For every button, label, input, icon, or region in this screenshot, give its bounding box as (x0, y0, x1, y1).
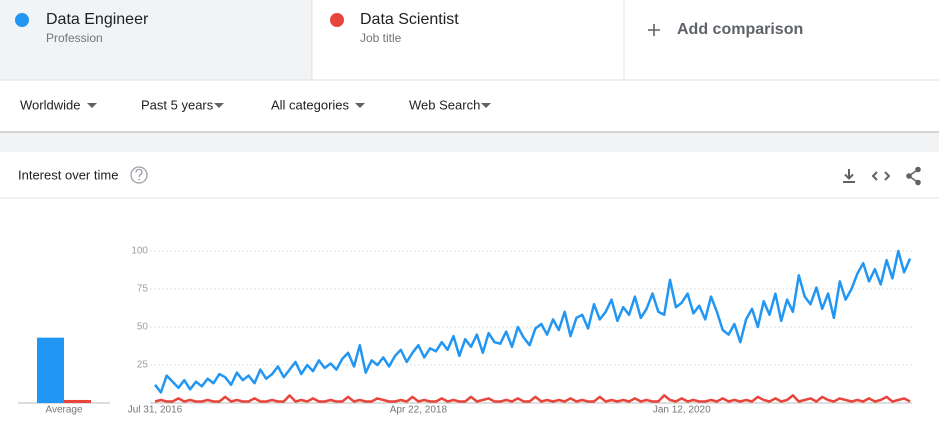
term-type: Profession (46, 31, 103, 45)
share-icon (906, 173, 912, 179)
y-tick-label: 75 (137, 284, 149, 295)
filter[interactable]: Past 5 years (141, 97, 214, 112)
average-label: Average (45, 405, 83, 416)
term-name: Data Scientist (360, 11, 459, 28)
add-cell[interactable] (624, 0, 939, 80)
dropdown-arrow (214, 103, 224, 108)
term-type: Job title (360, 31, 402, 45)
download-icon[interactable] (843, 169, 855, 183)
filter[interactable]: Web Search (409, 97, 480, 112)
add-comparison[interactable]: Add comparison (677, 21, 803, 38)
plus-icon (648, 24, 660, 36)
dropdown-arrow (481, 103, 491, 108)
x-tick-label: Jul 31, 2016 (128, 405, 183, 416)
average-bar (37, 337, 64, 403)
share-icon (915, 166, 921, 173)
filter[interactable]: All categories (271, 97, 350, 112)
y-tick-label: 25 (137, 360, 149, 371)
series-line (154, 394, 911, 403)
help-icon[interactable] (130, 166, 148, 184)
help-glyph (135, 168, 143, 178)
band (0, 132, 939, 152)
average-bar (64, 399, 91, 403)
term-cell[interactable] (312, 0, 624, 80)
share-icon (915, 179, 921, 186)
y-tick-label: 100 (131, 246, 148, 257)
x-tick-label: Apr 22, 2018 (390, 405, 448, 416)
x-tick-label: Jan 12, 2020 (653, 405, 711, 416)
term-dot (330, 13, 344, 27)
y-tick-label: 50 (137, 322, 149, 333)
term-name: Data Engineer (46, 11, 149, 28)
card-title: Interest over time (18, 167, 118, 182)
dropdown-arrow (355, 103, 365, 108)
term-dot (15, 13, 29, 27)
embed-icon[interactable] (871, 171, 891, 181)
help-glyph (138, 178, 141, 181)
dropdown-arrow (87, 103, 97, 108)
term-cell[interactable] (0, 0, 312, 80)
series-line (154, 249, 912, 394)
filter[interactable]: Worldwide (20, 97, 80, 112)
